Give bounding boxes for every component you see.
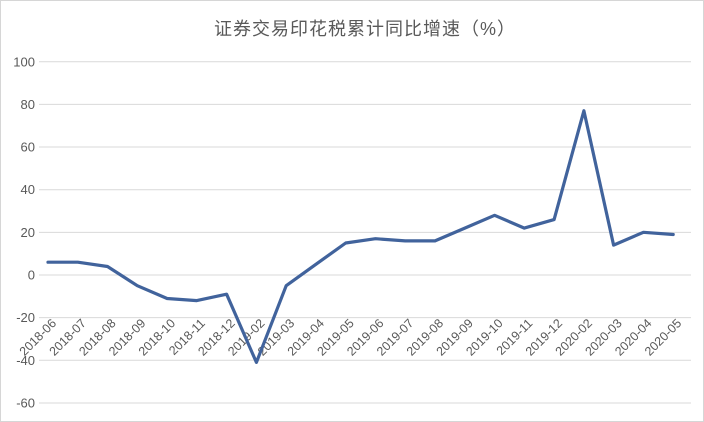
y-tick-label: -60: [16, 395, 35, 410]
chart-title: 证券交易印花税累计同比增速（%）: [213, 19, 517, 39]
y-tick-label: -40: [16, 353, 35, 368]
data-line-series: [46, 109, 675, 364]
y-tick-label: -20: [16, 310, 35, 325]
y-tick-label: 20: [21, 225, 35, 240]
y-tick-label: 0: [28, 268, 35, 283]
y-tick-label: 100: [13, 54, 35, 69]
y-tick-label: 80: [21, 97, 35, 112]
y-tick-label: 60: [21, 140, 35, 155]
y-tick-label: 40: [21, 182, 35, 197]
